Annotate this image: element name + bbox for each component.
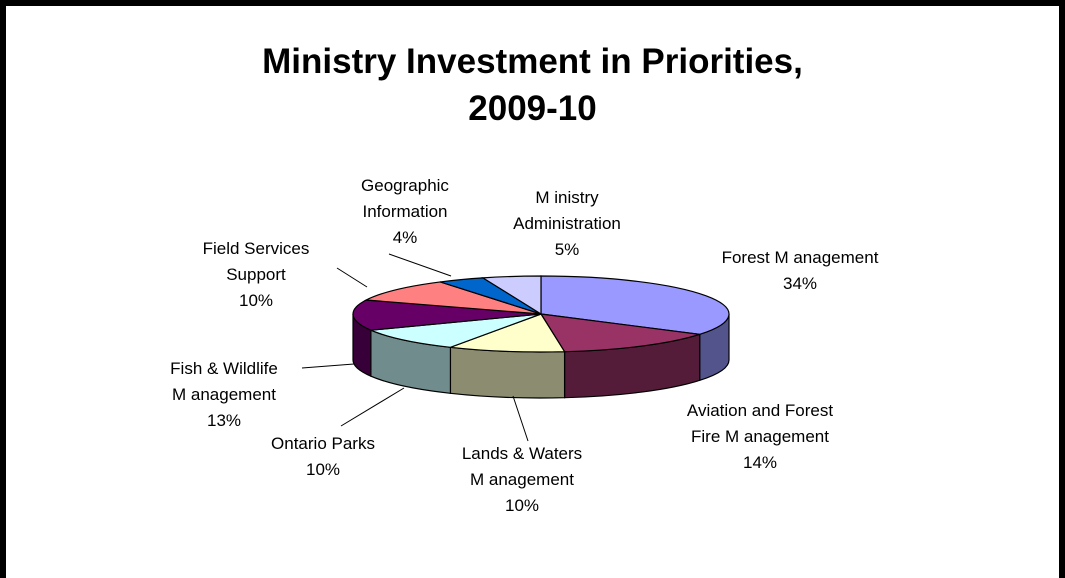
slice-percent-fish-and-wildlife-management: 13%: [207, 411, 241, 430]
slice-percent-lands-and-waters-management: 10%: [505, 496, 539, 515]
slice-label-ministry-administration: M inistry: [535, 188, 599, 207]
pie-slice-fish-and-wildlife-management: [352, 299, 542, 331]
slice-percent-forest-management: 34%: [783, 274, 817, 293]
slice-percent-ministry-administration: 5%: [555, 240, 580, 259]
slice-label-forest-management: Forest M anagement: [722, 248, 879, 267]
slice-percent-ontario-parks: 10%: [306, 460, 340, 479]
slice-label-aviation-and-forest-fire-management: Aviation and Forest: [687, 401, 833, 420]
pie-slice-ontario-parks: [370, 313, 542, 348]
pie-slice-aviation-and-forest-fire-management: [539, 313, 700, 353]
slice-label-fish-and-wildlife-management: M anagement: [172, 385, 276, 404]
slice-label-fish-and-wildlife-management: Fish & Wildlife: [170, 359, 278, 378]
slice-percent-aviation-and-forest-fire-management: 14%: [743, 453, 777, 472]
pie-slice-ministry-administration: [481, 275, 542, 316]
slice-label-lands-and-waters-management: Lands & Waters: [462, 444, 582, 463]
pie-side-lands-and-waters-management: [449, 346, 566, 399]
leader-line-lands-and-waters-management: [512, 395, 529, 442]
slice-percent-field-services-support: 10%: [239, 291, 273, 310]
pie-slice-field-services-support: [364, 281, 542, 315]
leader-line-fish-and-wildlife-management: [301, 363, 355, 369]
slice-label-aviation-and-forest-fire-management: Fire M anagement: [691, 427, 829, 446]
slice-percent-geographic-information: 4%: [393, 228, 418, 247]
slice-label-geographic-information: Geographic: [361, 176, 449, 195]
slice-label-field-services-support: Support: [226, 265, 286, 284]
slice-label-ministry-administration: Administration: [513, 214, 621, 233]
leader-line-field-services-support: [336, 267, 368, 288]
leader-line-geographic-information: [388, 253, 452, 277]
chart-title-line-2: 2009-10: [468, 89, 597, 128]
pie-slice-lands-and-waters-management: [450, 313, 566, 353]
slice-label-lands-and-waters-management: M anagement: [470, 470, 574, 489]
slice-label-ontario-parks: Ontario Parks: [271, 434, 375, 453]
chart-title-line-1: Ministry Investment in Priorities,: [262, 42, 803, 81]
leader-line-ontario-parks: [340, 387, 405, 427]
slice-label-field-services-support: Field Services: [203, 239, 310, 258]
slice-label-geographic-information: Information: [362, 202, 447, 221]
